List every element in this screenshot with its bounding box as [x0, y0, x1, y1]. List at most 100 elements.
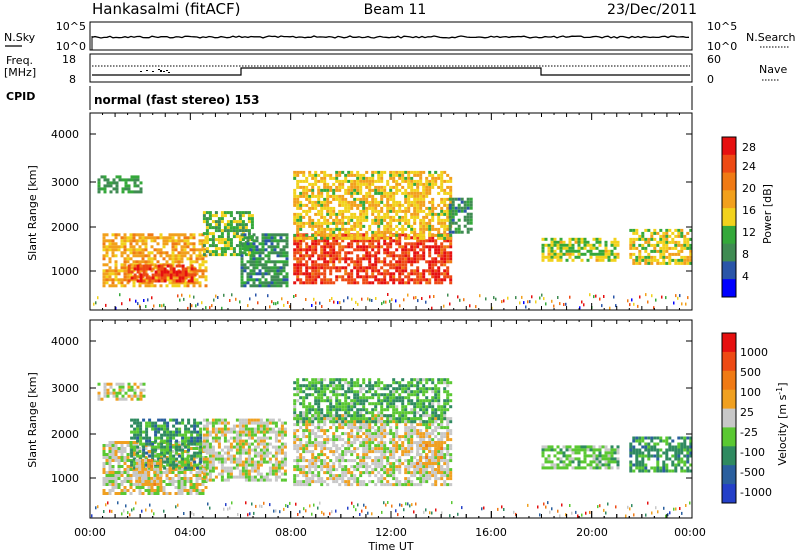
- heatmap-cell: [273, 245, 277, 249]
- heatmap-cell: [126, 441, 130, 444]
- heatmap-cell: [153, 470, 157, 474]
- heatmap-cell: [123, 260, 127, 264]
- heatmap-cell: [308, 435, 312, 439]
- heatmap-cell: [138, 245, 142, 249]
- heatmap-cell: [285, 239, 289, 243]
- heatmap-cell: [466, 227, 470, 231]
- heatmap-cell: [326, 194, 330, 198]
- heatmap-cell: [665, 237, 669, 241]
- heatmap-cell: [314, 170, 318, 174]
- heatmap-cell: [187, 279, 191, 283]
- heatmap-cell: [147, 284, 151, 288]
- heatmap-cell: [431, 266, 435, 270]
- heatmap-cell: [305, 248, 309, 252]
- heatmap-cell: [141, 486, 145, 489]
- heatmap-cell: [259, 439, 263, 443]
- heatmap-cell: [189, 465, 193, 468]
- heatmap-cell: [111, 489, 115, 492]
- heatmap-cell: [571, 246, 575, 250]
- heatmap-cell: [192, 474, 196, 477]
- heatmap-cell: [103, 178, 107, 182]
- heatmap-cell: [341, 453, 345, 457]
- heatmap-cell: [103, 382, 107, 386]
- heatmap-cell: [226, 421, 230, 425]
- heatmap-cell: [268, 436, 272, 440]
- heatmap-cell: [285, 233, 289, 237]
- heatmap-cell: [166, 460, 170, 464]
- heatmap-cell: [123, 489, 127, 492]
- heatmap-cell: [145, 264, 149, 268]
- heatmap-cell: [326, 254, 330, 258]
- heatmap-cell: [380, 465, 384, 469]
- heatmap-cell: [647, 255, 651, 259]
- heatmap-cell: [380, 429, 384, 433]
- heatmap-cell: [341, 212, 345, 216]
- heatmap-cell: [356, 266, 360, 270]
- heatmap-cell: [220, 469, 224, 473]
- heatmap-cell: [136, 454, 140, 458]
- heatmap-cell: [226, 211, 230, 215]
- heatmap-cell: [308, 432, 312, 436]
- heatmap-cell: [383, 447, 387, 451]
- heatmap-cell: [183, 284, 187, 288]
- heatmap-cell: [265, 478, 269, 482]
- heatmap-cell: [410, 236, 414, 240]
- heatmap-cell: [305, 176, 309, 180]
- heatmap-cell: [404, 254, 408, 258]
- heatmap-cell: [293, 423, 297, 427]
- heatmap-cell: [274, 460, 278, 464]
- heatmap-cell: [601, 258, 605, 262]
- heatmap-cell: [362, 203, 366, 207]
- heatmap-cell: [320, 468, 324, 472]
- heatmap-cell: [419, 257, 423, 261]
- heatmap-cell: [180, 468, 184, 471]
- heatmap-cell: [264, 266, 268, 270]
- heatmap-cell: [407, 218, 411, 222]
- heatmap-cell: [208, 454, 212, 458]
- heatmap-cell: [133, 175, 137, 179]
- heatmap-cell: [295, 294, 297, 297]
- heatmap-cell: [413, 182, 417, 186]
- heatmap-cell: [211, 427, 215, 431]
- heatmap-cell: [320, 477, 324, 481]
- heatmap-cell: [256, 469, 260, 473]
- heatmap-cell: [114, 284, 118, 288]
- heatmap-cell: [195, 489, 199, 492]
- heatmap-cell: [205, 442, 209, 446]
- heatmap-cell: [153, 479, 157, 483]
- heatmap-cell: [117, 468, 121, 471]
- heatmap-cell: [282, 269, 286, 273]
- heatmap-cell: [271, 427, 275, 431]
- heatmap-cell: [283, 463, 287, 467]
- heatmap-cell: [97, 184, 101, 188]
- heatmap-cell: [293, 233, 297, 237]
- heatmap-cell: [395, 266, 399, 270]
- heatmap-cell: [581, 300, 583, 304]
- heatmap-cell: [326, 218, 330, 222]
- heatmap-cell: [675, 294, 677, 298]
- heatmap-cell: [350, 212, 354, 216]
- heatmap-cell: [217, 418, 221, 422]
- heatmap-cell: [443, 230, 447, 234]
- heatmap-cell: [106, 382, 110, 386]
- heatmap-cell: [371, 188, 375, 192]
- heatmap-cell: [353, 221, 357, 225]
- heatmap-cell: [332, 245, 336, 249]
- heatmap-cell: [347, 426, 351, 430]
- heatmap-cell: [205, 211, 209, 215]
- heatmap-cell: [105, 269, 109, 273]
- heatmap-cell: [377, 426, 381, 430]
- heatmap-cell: [268, 460, 272, 464]
- heatmap-cell: [153, 257, 157, 261]
- heatmap-cell: [229, 430, 233, 434]
- heatmap-cell: [145, 305, 147, 308]
- heatmap-cell: [163, 427, 167, 431]
- heatmap-cell: [114, 477, 118, 480]
- heatmap-cell: [559, 255, 563, 259]
- heatmap-cell: [138, 464, 142, 468]
- heatmap-cell: [380, 441, 384, 445]
- heatmap-cell: [226, 238, 230, 242]
- heatmap-cell: [359, 209, 363, 213]
- heatmap-cell: [374, 200, 378, 204]
- heatmap-cell: [335, 266, 339, 270]
